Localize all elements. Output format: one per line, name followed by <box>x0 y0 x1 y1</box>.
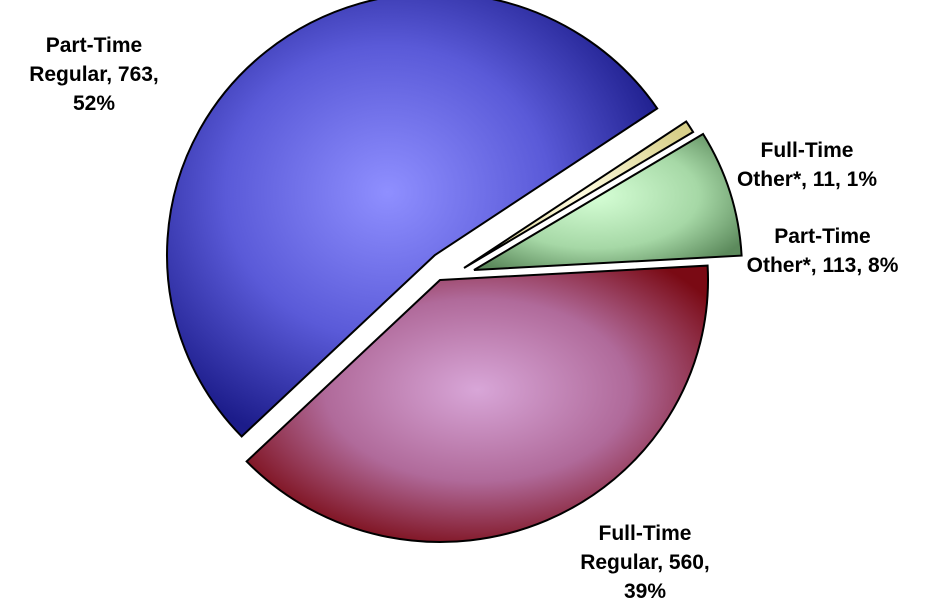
label-line: Part-Time <box>45 34 143 57</box>
slice-label-part-time-regular: Part-Time Regular, 763, 52% <box>4 31 184 118</box>
label-line: Other*, 11, 1% <box>736 168 878 191</box>
pie-slice-full-time-other <box>463 120 695 269</box>
slice-label-part-time-other: Part-Time Other*, 113, 8% <box>720 222 925 280</box>
label-line: 52% <box>72 92 116 115</box>
label-line: 39% <box>623 580 667 603</box>
label-line: Other*, 113, 8% <box>746 254 899 277</box>
pie-slice-part-time-other <box>473 132 743 271</box>
pie-slices <box>166 0 743 543</box>
slice-label-full-time-other: Full-Time Other*, 11, 1% <box>707 136 907 194</box>
label-line: Part-Time <box>774 225 871 248</box>
label-line: Full-Time <box>598 522 692 545</box>
label-line: Regular, 560, <box>580 551 710 574</box>
pie-slice-full-time-regular <box>245 264 709 543</box>
pie-slice-part-time-regular <box>166 0 659 438</box>
label-line: Regular, 763, <box>29 63 159 86</box>
slice-label-full-time-regular: Full-Time Regular, 560, 39% <box>545 519 745 606</box>
label-line: Full-Time <box>760 139 854 162</box>
